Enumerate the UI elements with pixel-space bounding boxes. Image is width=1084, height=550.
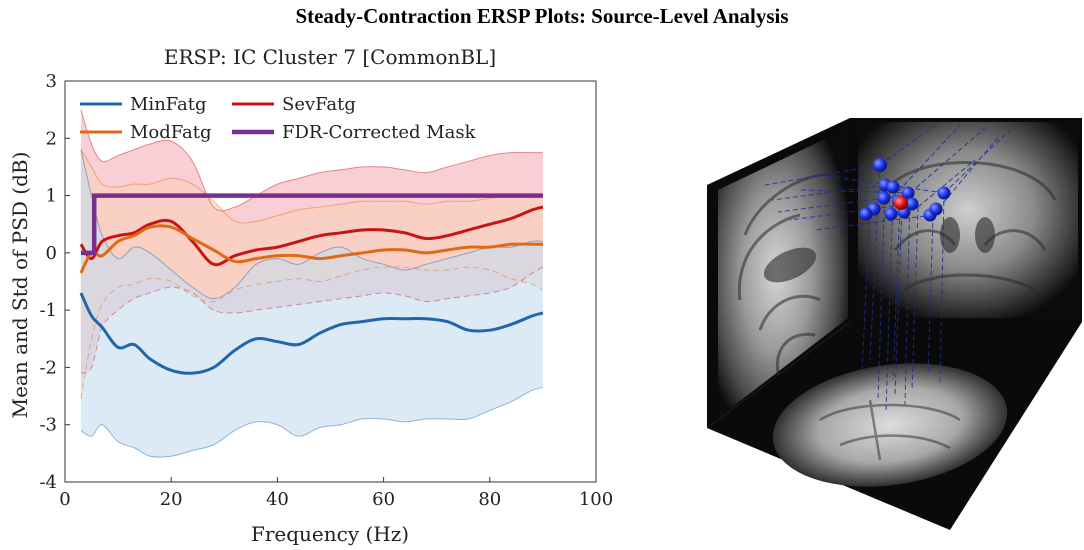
x-tick-label-0: 0 [59,489,70,510]
dipole-10 [905,197,919,211]
x-tick-label-60: 60 [372,489,395,510]
axial-cortex-detail [819,399,961,461]
band-edge-minfatg-upper [80,149,543,300]
sagittal-cortex-detail [737,172,836,381]
x-tick-label-40: 40 [266,489,289,510]
chart-title: ERSP: IC Cluster 7 [CommonBL] [164,45,496,69]
x-axis-label: Frequency (Hz) [251,522,409,546]
y-tick-label--4: -4 [39,472,57,493]
y-tick-label--1: -1 [39,300,57,321]
line-modfatg [79,224,543,274]
dipole-8 [884,207,898,221]
legend-label-3: FDR-Corrected Mask [282,122,477,143]
dipole-projection-lines [764,121,1011,411]
band-edge-sevfatg-upper [80,109,543,212]
dipole-1 [873,158,887,172]
legend-label-2: ModFatg [130,122,212,143]
dipole-13 [937,186,951,200]
coronal-ventricle-left [940,217,960,253]
y-tick-label--2: -2 [39,357,57,378]
band-edge-minfatg-lower [80,386,544,458]
dipole-4 [901,186,915,200]
y-tick-label-2: 2 [46,128,57,149]
y-tick-label-0: 0 [46,243,57,264]
band-edge-sevfatg-lower [80,266,544,374]
axial-brain [772,363,1008,487]
coronal-cortex-detail [878,161,1057,292]
legend-label-1: SevFatg [282,94,356,115]
x-tick-label-100: 100 [579,489,613,510]
band-edge-modfatg-upper [80,149,543,224]
dipole-3 [886,180,900,194]
dipole-centroid [894,196,908,210]
y-tick-label-3: 3 [46,71,57,92]
y-tick-label--3: -3 [39,415,57,436]
x-tick-label-20: 20 [160,489,183,510]
dipole-5 [877,191,891,205]
dipole-7 [859,207,873,221]
band-edge-modfatg-lower [80,266,544,400]
line-fdr-mask [80,193,543,256]
x-tick-label-80: 80 [478,489,501,510]
coronal-ventricle-right [975,217,995,253]
band-minfatg [80,149,543,458]
sagittal-ventricle [763,247,817,283]
y-tick-label-1: 1 [46,186,57,207]
legend-label-0: MinFatg [130,94,207,115]
line-minfatg [79,292,544,375]
axes-box [64,80,597,483]
y-axis-label: Mean and Std of PSD (dB) [8,152,32,419]
dipole-12 [929,202,943,216]
figure-title: Steady-Contraction ERSP Plots: Source-Le… [295,4,789,28]
line-sevfatg [79,205,544,267]
